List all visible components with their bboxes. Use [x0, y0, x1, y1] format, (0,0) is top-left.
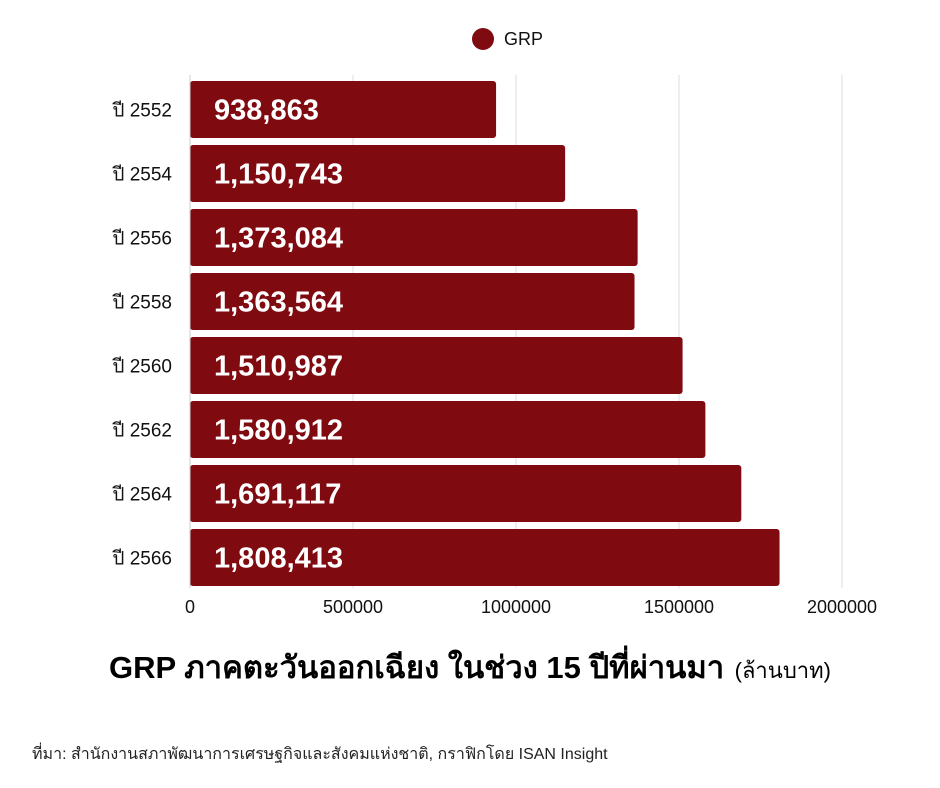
bar-value-label: 1,510,987	[214, 351, 343, 383]
x-tick-label: 2000000	[807, 597, 877, 617]
chart-title-unit: (ล้านบาท)	[734, 658, 831, 683]
category-label: ปี 2558	[112, 292, 172, 314]
category-label: ปี 2560	[112, 356, 172, 378]
x-tick-label: 0	[185, 597, 195, 617]
category-label: ปี 2566	[112, 548, 172, 570]
source-note: ที่มา: สำนักงานสภาพัฒนาการเศรษฐกิจและสัง…	[32, 746, 608, 763]
bar-chart: 0 500000 1000000 1500000 2000000 ปี 2552 938,8…	[112, 75, 877, 617]
bar-value-label: 1,580,912	[214, 415, 343, 447]
legend-swatch	[472, 28, 494, 50]
bar	[190, 337, 683, 394]
bar-value-label: 1,363,564	[214, 287, 343, 319]
bar-value-label: 938,863	[214, 95, 319, 127]
x-tick-label: 1000000	[481, 597, 551, 617]
x-tick-label: 1500000	[644, 597, 714, 617]
category-label: ปี 2562	[112, 420, 172, 442]
legend-label: GRP	[504, 28, 544, 49]
bar	[190, 401, 706, 458]
category-label: ปี 2556	[112, 228, 172, 250]
bar-value-label: 1,373,084	[214, 223, 343, 255]
bar	[190, 273, 635, 330]
bar-value-label: 1,150,743	[214, 159, 343, 191]
bar	[190, 145, 566, 202]
legend: GRP	[472, 28, 543, 50]
bar	[190, 209, 638, 266]
category-label: ปี 2564	[112, 484, 173, 506]
x-tick-label: 500000	[323, 597, 383, 617]
bar-value-label: 1,808,413	[214, 543, 343, 575]
bar	[190, 81, 497, 138]
bar	[190, 465, 742, 522]
bar-value-label: 1,691,117	[214, 479, 341, 511]
chart-title: GRP ภาคตะวันออกเฉียง ในช่วง 15 ปีที่ผ่าน…	[0, 642, 940, 692]
chart-title-main: GRP ภาคตะวันออกเฉียง ในช่วง 15 ปีที่ผ่าน…	[109, 650, 725, 685]
bar	[190, 529, 780, 586]
category-label: ปี 2554	[112, 164, 173, 186]
category-label: ปี 2552	[112, 100, 172, 122]
